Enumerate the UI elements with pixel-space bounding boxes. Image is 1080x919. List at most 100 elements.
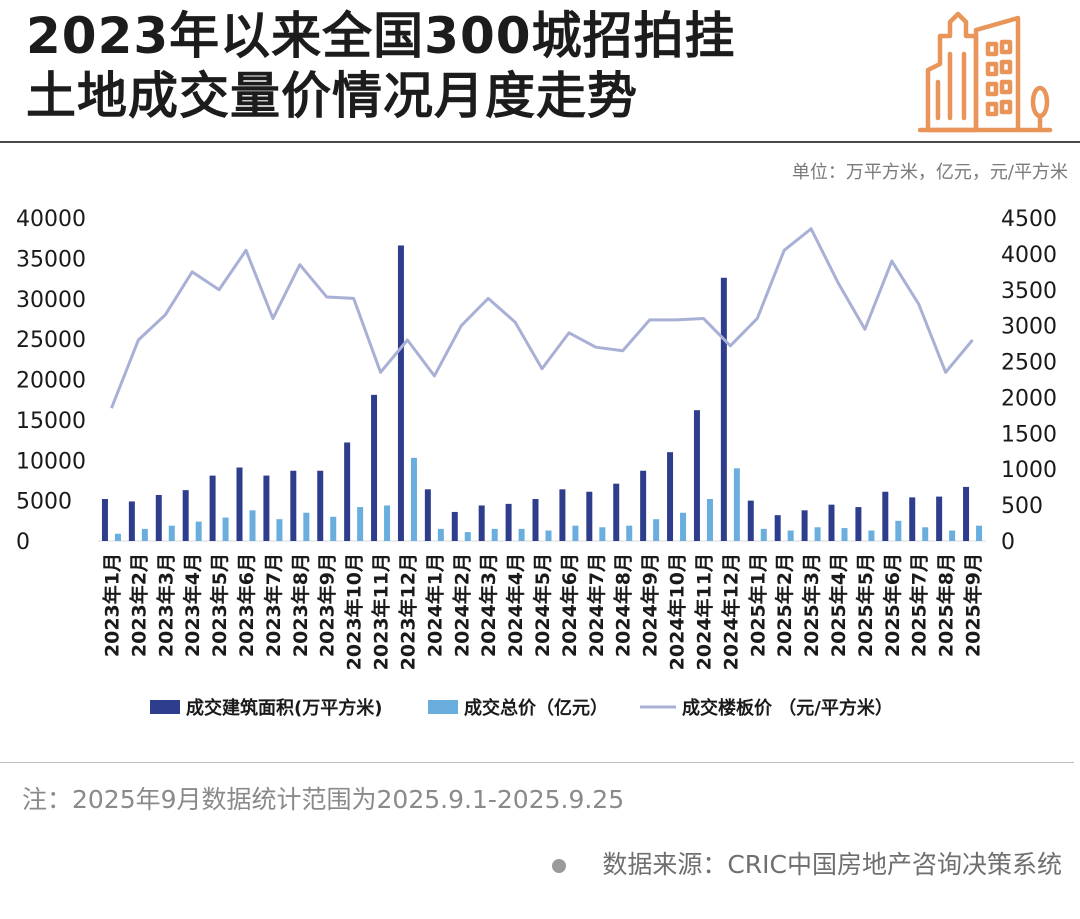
area-bar xyxy=(505,503,512,541)
area-bar xyxy=(640,470,647,541)
right-axis-tick-label: 2500 xyxy=(1001,351,1057,376)
title-line-1: 2023年以来全国300城招拍挂 xyxy=(26,7,736,65)
x-tick-label: 2024年10月 xyxy=(666,553,689,670)
total-price-bar xyxy=(195,521,202,541)
total-price-bar xyxy=(545,530,552,541)
x-tick-label: 2025年5月 xyxy=(854,553,877,657)
total-price-bar xyxy=(841,528,848,541)
total-price-bar xyxy=(706,499,713,541)
footer-divider xyxy=(0,762,1074,763)
area-bar xyxy=(909,497,916,541)
area-bar xyxy=(424,489,431,541)
total-price-bar xyxy=(895,520,902,541)
legend: 成交建筑面积(万平方米) 成交总价（亿元） 成交楼板价 （元/平方米） xyxy=(150,697,893,719)
building-logo-icon xyxy=(918,11,1053,133)
area-bar xyxy=(613,483,620,541)
area-bar xyxy=(209,475,216,541)
x-tick-label: 2023年1月 xyxy=(100,553,123,657)
x-tick-label: 2025年7月 xyxy=(908,553,931,657)
left-axis-tick-label: 40000 xyxy=(16,207,86,232)
bars xyxy=(101,245,983,541)
right-axis-tick-label: 4000 xyxy=(1001,243,1057,268)
total-price-bar xyxy=(572,525,579,541)
total-price-bar xyxy=(384,505,391,541)
unit-label: 单位：万平方米，亿元，元/平方米 xyxy=(791,162,1068,183)
legend-area-swatch xyxy=(150,700,180,714)
left-axis-tick-label: 25000 xyxy=(16,328,86,353)
right-axis-tick-label: 1500 xyxy=(1001,422,1057,447)
area-bar xyxy=(182,490,189,541)
data-source: 数据来源：CRIC中国房地产咨询决策系统 xyxy=(552,845,1062,881)
x-tick-label: 2023年11月 xyxy=(370,553,393,670)
right-axis-tick-label: 2000 xyxy=(1001,386,1057,411)
x-tick-label: 2024年2月 xyxy=(450,553,473,657)
area-bar xyxy=(101,499,108,541)
total-price-bar xyxy=(680,512,687,541)
x-tick-label: 2024年12月 xyxy=(719,553,742,670)
total-price-bar xyxy=(868,530,875,541)
legend-total-label: 成交总价（亿元） xyxy=(464,697,608,719)
total-price-bar xyxy=(653,519,660,541)
left-axis-tick-label: 10000 xyxy=(16,449,86,474)
x-tick-label: 2025年1月 xyxy=(746,553,769,657)
left-axis-tick-label: 0 xyxy=(16,530,30,555)
right-axis: 0 500 1000 1500 2000 2500 3000 3500 4000 4500 xyxy=(1001,207,1057,555)
bullet-icon xyxy=(552,859,567,873)
total-price-bar xyxy=(949,530,956,541)
chart-title: 2023年以来全国300城招拍挂 土地成交量价情况月度走势 xyxy=(26,6,906,126)
x-tick-label: 2024年5月 xyxy=(531,553,554,657)
x-tick-label: 2024年6月 xyxy=(558,553,581,657)
legend-area-label: 成交建筑面积(万平方米) xyxy=(186,697,382,719)
combo-chart: 0500010000150002000025000300003500040000… xyxy=(16,207,1057,719)
header-divider xyxy=(0,141,1080,143)
x-tick-label: 2024年9月 xyxy=(639,553,662,657)
left-axis-tick-label: 20000 xyxy=(16,369,86,394)
total-price-bar xyxy=(491,528,498,541)
x-tick-label: 2025年8月 xyxy=(935,553,958,657)
area-bar xyxy=(936,496,943,541)
x-tick-label: 2023年6月 xyxy=(235,553,258,657)
area-bar xyxy=(882,491,889,541)
area-bar xyxy=(155,494,162,541)
area-bar xyxy=(667,452,674,541)
left-axis-tick-label: 15000 xyxy=(16,409,86,434)
total-price-bar xyxy=(303,512,310,541)
total-price-bar xyxy=(249,510,256,541)
right-axis-tick-label: 500 xyxy=(1001,494,1043,519)
x-tick-label: 2023年8月 xyxy=(289,553,312,657)
price-line xyxy=(110,227,974,409)
floor-price-line xyxy=(110,227,974,409)
area-bar xyxy=(720,277,727,541)
area-bar xyxy=(451,511,458,541)
area-bar xyxy=(236,467,243,541)
x-tick-label: 2024年7月 xyxy=(585,553,608,657)
x-tick-label: 2024年8月 xyxy=(612,553,635,657)
total-price-bar xyxy=(626,525,633,541)
left-axis: 0 5000 10000 15000 20000 25000 30000 35000 40000 xyxy=(16,207,86,555)
legend-total-swatch xyxy=(428,700,458,714)
total-price-bar xyxy=(357,507,364,541)
total-price-bar xyxy=(733,468,740,541)
total-price-bar xyxy=(518,528,525,541)
right-axis-tick-label: 3500 xyxy=(1001,279,1057,304)
area-bar xyxy=(801,510,808,541)
x-tick-label: 2025年4月 xyxy=(827,553,850,657)
legend-price-label: 成交楼板价 （元/平方米） xyxy=(682,697,893,719)
total-price-bar xyxy=(437,528,444,541)
x-tick-label: 2025年2月 xyxy=(773,553,796,657)
area-bar xyxy=(828,504,835,541)
area-bar xyxy=(963,486,970,541)
x-tick-label: 2023年9月 xyxy=(316,553,339,657)
left-axis-tick-label: 5000 xyxy=(16,490,72,515)
x-axis-labels: 2023年1月 2023年2月 2023年3月 2023年4月 2023年5月 2023年… xyxy=(100,553,984,670)
total-price-bar xyxy=(976,525,983,541)
x-tick-label: 2024年1月 xyxy=(423,553,446,657)
x-tick-label: 2023年2月 xyxy=(127,553,150,657)
x-tick-label: 2023年12月 xyxy=(396,553,419,670)
x-tick-label: 2025年3月 xyxy=(800,553,823,657)
area-bar xyxy=(397,245,404,541)
area-bar xyxy=(290,470,297,541)
total-price-bar xyxy=(114,533,121,541)
total-price-bar xyxy=(760,528,767,541)
right-axis-tick-label: 1000 xyxy=(1001,458,1057,483)
